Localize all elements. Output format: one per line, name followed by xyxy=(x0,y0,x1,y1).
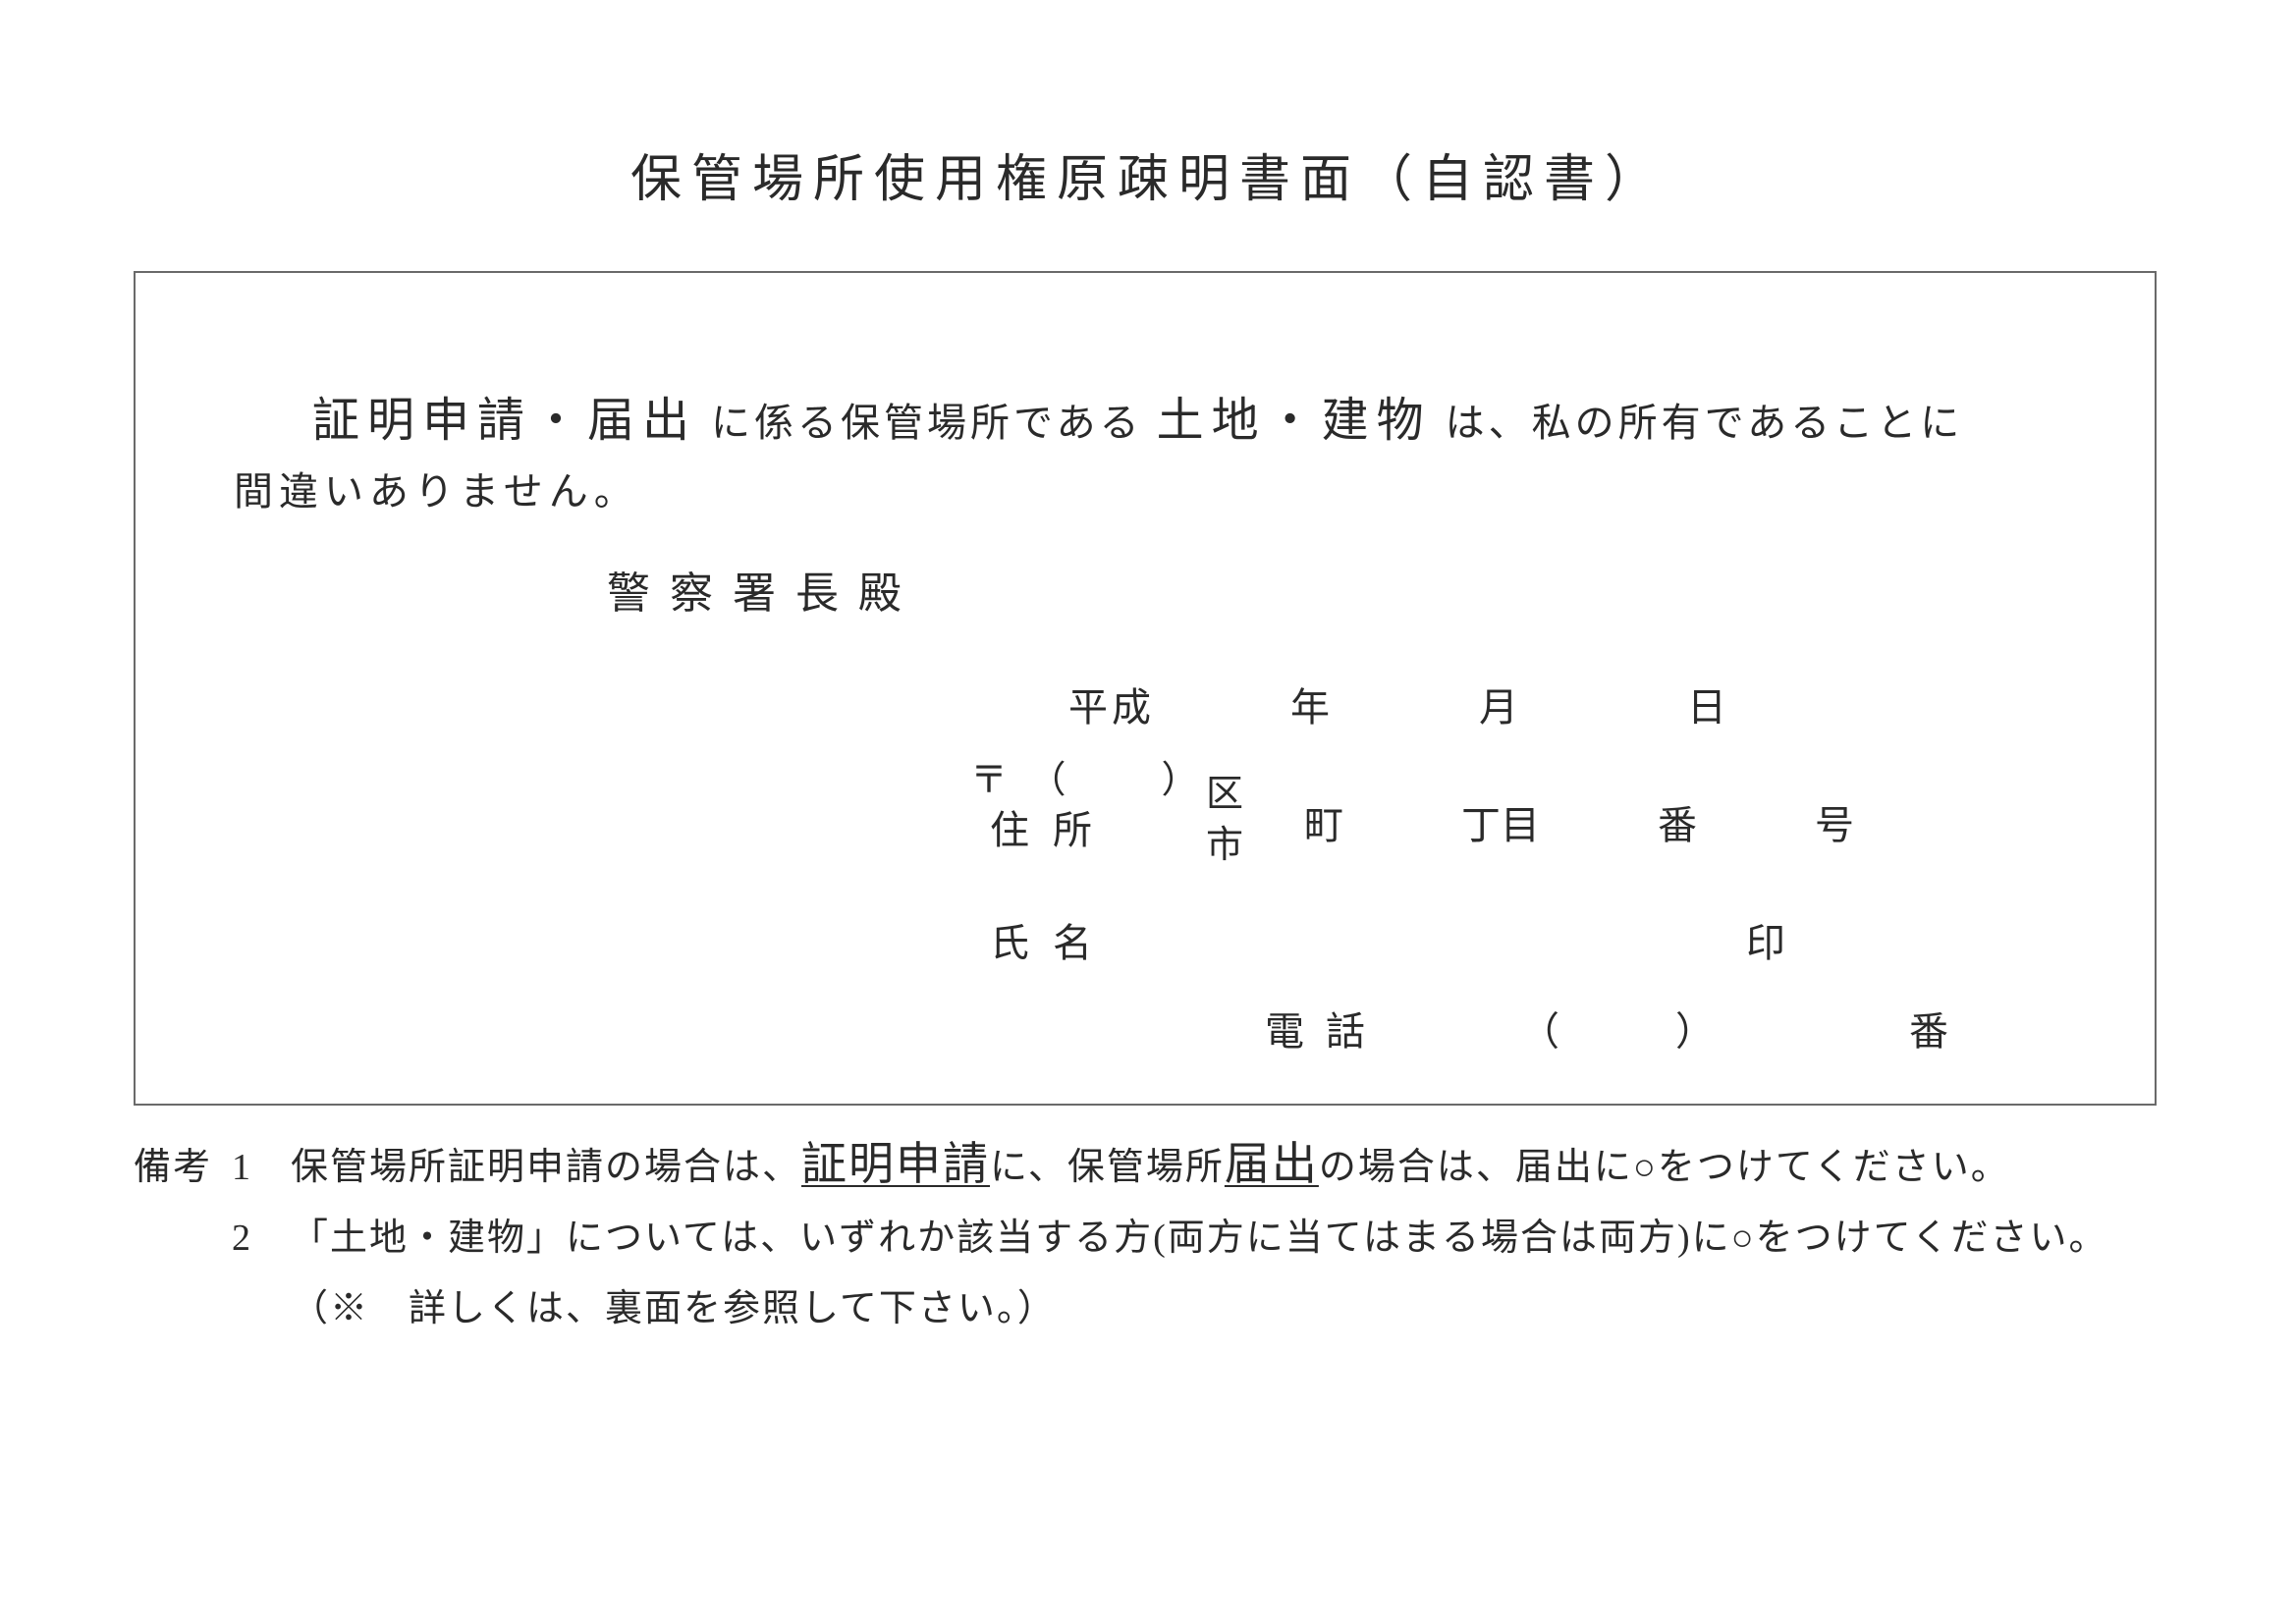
phone-label: 電 話 xyxy=(1265,1009,1371,1054)
phone-row: 電 話 （ ） 番 xyxy=(1265,1000,1954,1056)
note-1-text: 保管場所証明申請の場合は、証明申請に、保管場所届出の場合は、届出に○をつけてくだ… xyxy=(291,1129,2157,1203)
seal-label: 印 xyxy=(1746,911,1785,968)
notes-section: 備考 1 保管場所証明申請の場合は、証明申請に、保管場所届出の場合は、届出に○を… xyxy=(134,1129,2157,1344)
year-label: 年 xyxy=(1290,676,1334,732)
note-1c: に、保管場所 xyxy=(990,1147,1225,1188)
phone-paren-close: ） xyxy=(1675,1009,1721,1054)
shi-label: 市 xyxy=(1206,820,1243,871)
note-row-2: 2 「土地・建物」については、いずれか該当する方(両方に当てはまる場合は両方)に… xyxy=(134,1203,2157,1273)
phone-ban-label: 番 xyxy=(1909,1009,1954,1054)
land-building-emphasis: 土地・建物 xyxy=(1157,395,1432,447)
note-1d-emphasis: 届出 xyxy=(1225,1139,1319,1189)
form-box: 証明申請・届出 に係る保管場所である 土地・建物 は、私の所有であることに 間違… xyxy=(134,271,2157,1106)
declaration-text-1: に係る保管場所である xyxy=(711,401,1157,445)
address-label: 住所 xyxy=(990,798,1116,855)
day-label: 日 xyxy=(1687,676,1730,732)
application-type-emphasis: 証明申請・届出 xyxy=(312,395,697,447)
page-title: 保管場所使用権原疎明書面（自認書） xyxy=(0,137,2296,211)
name-label: 氏名 xyxy=(990,911,1116,968)
chome-label: 丁目 xyxy=(1461,793,1540,850)
declaration-line-1: 証明申請・届出 に係る保管場所である 土地・建物 は、私の所有であることに xyxy=(312,381,1963,450)
note-2-text: 「土地・建物」については、いずれか該当する方(両方に当てはまる場合は両方)に○を… xyxy=(291,1203,2157,1273)
police-chief-label: 警察署長殿 xyxy=(607,558,921,621)
postal-row: 〒 （ ） xyxy=(970,749,1205,803)
note-3-text: （※ 詳しくは、裏面を参照して下さい。） xyxy=(291,1273,2157,1344)
note-1b-emphasis: 証明申請 xyxy=(801,1139,990,1189)
note-1-num: 1 xyxy=(232,1132,291,1203)
note-row-1: 備考 1 保管場所証明申請の場合は、証明申請に、保管場所届出の場合は、届出に○を… xyxy=(134,1129,2157,1203)
ku-label: 区 xyxy=(1206,769,1243,820)
ku-shi-stack: 区 市 xyxy=(1206,769,1243,871)
machi-label: 町 xyxy=(1304,793,1343,850)
note-1a: 保管場所証明申請の場合は、 xyxy=(291,1147,801,1188)
address-parts: 町 丁目 番 号 xyxy=(1304,793,1854,850)
note-2-num: 2 xyxy=(232,1203,291,1273)
date-row: 平成 年 月 日 xyxy=(1068,676,1730,732)
notes-label: 備考 xyxy=(134,1132,232,1203)
note-row-3: （※ 詳しくは、裏面を参照して下さい。） xyxy=(134,1273,2157,1344)
postal-paren-open: （ xyxy=(1029,760,1072,801)
postal-mark: 〒 xyxy=(970,760,1013,801)
era-label: 平成 xyxy=(1068,676,1155,732)
postal-paren-close: ） xyxy=(1162,760,1205,801)
declaration-text-2: は、私の所有であることに xyxy=(1446,401,1964,445)
month-label: 月 xyxy=(1479,676,1522,732)
note-1e: の場合は、届出に○をつけてください。 xyxy=(1319,1147,2010,1188)
go-label: 号 xyxy=(1815,793,1854,850)
declaration-line-2: 間違いありません。 xyxy=(234,460,639,516)
ban-label: 番 xyxy=(1658,793,1697,850)
phone-paren-open: （ xyxy=(1520,1009,1565,1054)
